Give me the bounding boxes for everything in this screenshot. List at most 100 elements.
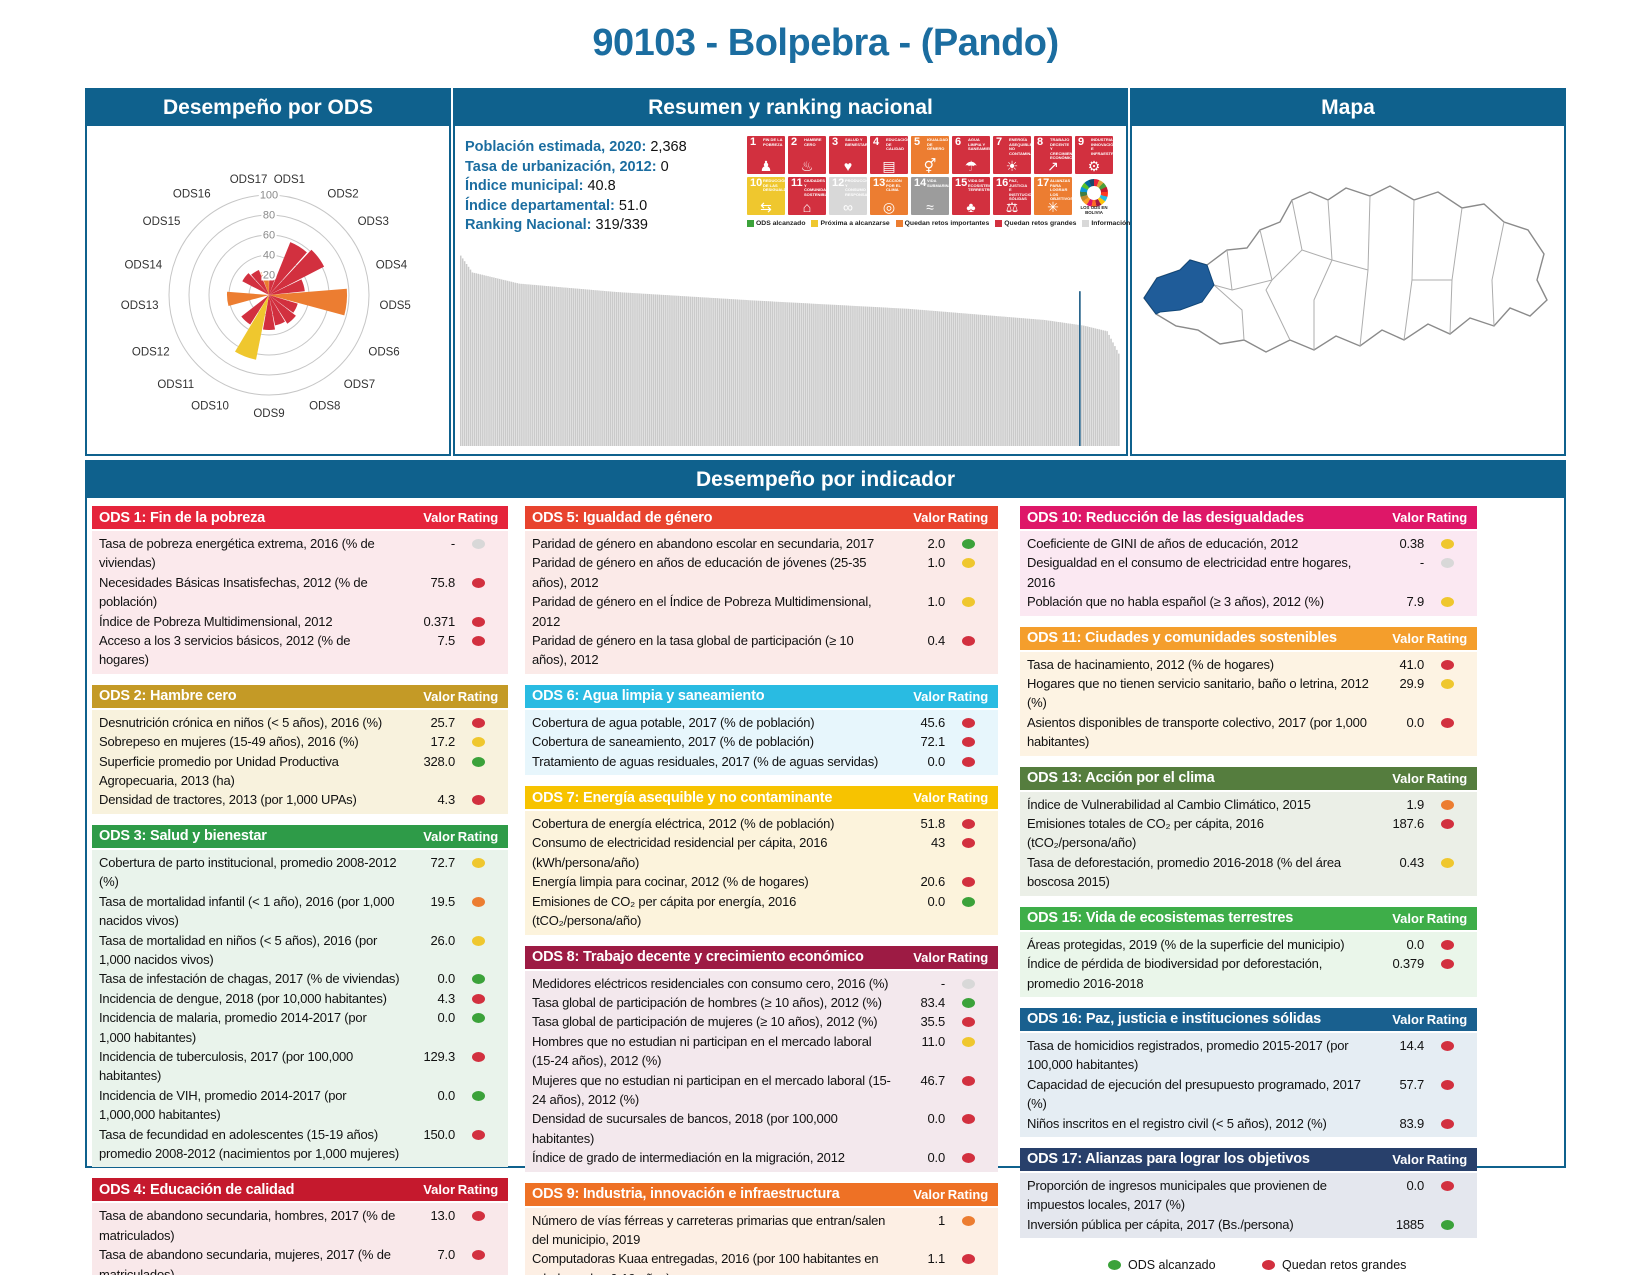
ods-table-header-cols: Valor Rating (401, 829, 501, 844)
rating-dot (1440, 558, 1454, 569)
tile-legend-item: ODS alcanzado (747, 220, 805, 227)
indicator-row: Índice de grado de intermediación en la … (525, 1148, 998, 1167)
indicator-label: Índice de Pobreza Multidimensional, 2012 (99, 613, 333, 629)
sdg-tile-number: 16 (996, 177, 1009, 189)
sdg-tile-name: Ciudades y comunidades sostenibles (804, 178, 826, 197)
panel-ods-title: Desempeño por ODS (87, 90, 449, 126)
rating-dot (1440, 959, 1454, 970)
indicator-value: 17.2 (430, 734, 455, 750)
valor-column-header: Valor (423, 688, 455, 704)
ods-table-body: Tasa de abandono secundaria, hombres, 20… (92, 1203, 508, 1275)
indicator-label: Tratamiento de aguas residuales, 2017 (%… (532, 753, 879, 769)
rating-dot (471, 935, 485, 946)
ods-table: ODS 3: Salud y bienestar Valor Rating Cober… (92, 824, 508, 1168)
ods-table-title: ODS 7: Energía asequible y no contaminan… (532, 789, 833, 806)
rating-cell (945, 1071, 991, 1086)
rating-column-header: Rating (457, 828, 499, 844)
ods-table-title: ODS 15: Vida de ecosistemas terrestres (1027, 910, 1294, 927)
rating-cell (1424, 853, 1470, 868)
indicator-row: Incidencia de dengue, 2018 (por 10,000 h… (92, 989, 508, 1008)
indicator-value: 150.0 (423, 1126, 455, 1142)
indicator-row: Densidad de tractores, 2013 (por 1,000 U… (92, 790, 508, 809)
panel-indicador-title: Desempeño por indicador (87, 462, 1564, 498)
indicator-value: 4.3 (437, 792, 456, 808)
sdg-tile-number: 11 (791, 177, 803, 189)
indicator-row: Inversión pública per cápita, 2017 (Bs./… (1020, 1215, 1477, 1234)
indicator-value: 51.8 (920, 816, 945, 832)
indicator-value: 0.0 (1406, 1177, 1425, 1193)
sdg-tile-number: 4 (873, 136, 880, 148)
indicator-value: 0.0 (437, 1087, 456, 1103)
indicator-value: - (940, 975, 945, 991)
valor-column-header: Valor (913, 688, 945, 704)
panel-mapa-title: Mapa (1132, 90, 1564, 126)
rating-dot (961, 636, 975, 647)
svg-text:100: 100 (260, 190, 278, 202)
sdg-tile-icon: ♨ (800, 158, 814, 174)
svg-text:ODS1: ODS1 (274, 174, 305, 186)
sdg-tile-icon: ☀ (1005, 158, 1019, 174)
valor-column-header: Valor (1392, 1011, 1424, 1027)
indicator-row: Cobertura de parto institucional, promed… (92, 853, 508, 892)
tile-legend-label: Quedan retos importantes (904, 220, 990, 227)
sdg-tile-6: 6 Agua limpia y saneamiento ☂ (952, 136, 990, 174)
rating-cell (945, 534, 991, 549)
ods-table-header: ODS 4: Educación de calidad Valor Rating (92, 1178, 508, 1202)
indicator-label: Computadoras Kuaa entregadas, 2016 (por … (532, 1251, 879, 1275)
indicator-label: Tasa de hacinamiento, 2012 (% de hogares… (1027, 656, 1274, 672)
indicator-row: Emisiones de CO₂ per cápita por energía,… (525, 892, 998, 931)
rating-cell (455, 989, 501, 1004)
rating-dot (471, 737, 485, 748)
sdg-tile-name: Energía asequible no contaminante (1009, 137, 1031, 156)
sdg-tile-number: 17 (1037, 177, 1050, 189)
rating-dot (1440, 1180, 1454, 1191)
indicator-label: Inversión pública per cápita, 2017 (Bs./… (1027, 1216, 1294, 1232)
sdg-tile-icon: ✳ (1047, 199, 1059, 215)
indicator-value: 1885 (1395, 1216, 1424, 1232)
stat-label: Índice municipal: (465, 178, 588, 194)
indicator-label: Índice de Vulnerabilidad al Cambio Climá… (1027, 796, 1311, 812)
stat-label: Población estimada, 2020: (465, 139, 651, 155)
indicator-label: Asientos disponibles de transporte colec… (1027, 714, 1367, 750)
indicator-row: Índice de Pobreza Multidimensional, 2012… (92, 612, 508, 631)
rating-dot (471, 896, 485, 907)
ods-table-title: ODS 3: Salud y bienestar (99, 828, 267, 845)
rating-dot (1440, 539, 1454, 549)
rating-dot (1440, 1079, 1454, 1090)
valor-column-header: Valor (423, 828, 455, 844)
sdg-tile-icon: ⌂ (802, 199, 812, 215)
sdg-tile-name: Igualdad de género (927, 137, 949, 152)
ods-table: ODS 17: Alianzas para lograr los objetiv… (1020, 1147, 1477, 1239)
rating-dot (961, 978, 975, 989)
indicator-value: 0.38 (1399, 536, 1424, 551)
rating-cell (1424, 674, 1470, 690)
indicator-label: Cobertura de parto institucional, promed… (99, 854, 397, 890)
indicator-label: Población que no habla español (≥ 3 años… (1027, 594, 1324, 610)
indicator-label: Tasa de mortalidad en niños (< 5 años), … (99, 932, 378, 967)
sdg-tile-legend: ODS alcanzado Próxima a alcanzarse Quedan … (747, 220, 1222, 227)
rating-cell (1424, 795, 1470, 810)
rating-dot (471, 616, 485, 627)
indicator-value: 26.0 (430, 932, 455, 948)
ods-rose-chart: 20 40 60 80 100 ODS1 ODS2 ODS3 ODS4 ODS5 ODS6 ODS7 O… (87, 127, 449, 453)
sdg-tile-number: 14 (914, 177, 927, 189)
rating-dot (961, 737, 975, 748)
rating-cell (945, 1032, 991, 1047)
indicator-label: Desigualdad en el consumo de electricida… (1027, 555, 1352, 590)
sdg-tile-8: 8 Trabajo decente y crecimiento económico… (1034, 136, 1072, 174)
sdg-tile-icon: ♟ (759, 158, 773, 174)
ods-table-body: Paridad de género en abandono escolar en… (525, 531, 998, 674)
status-legend-label: Quedan retos grandes (1282, 1258, 1407, 1273)
indicator-row: Incidencia de tuberculosis, 2017 (por 10… (92, 1047, 508, 1086)
stat-label: Ranking Nacional: (465, 217, 596, 233)
svg-text:ODS15: ODS15 (143, 216, 181, 228)
valor-column-header: Valor (1392, 630, 1424, 646)
ods-table-header: ODS 5: Igualdad de género Valor Rating (525, 506, 998, 529)
rating-dot (1440, 679, 1454, 690)
indicator-value: 0.371 (423, 613, 455, 629)
indicator-row: Tasa de pobreza energética extrema, 2016… (92, 534, 508, 573)
indicator-value: 75.8 (430, 574, 455, 590)
rating-dot (961, 717, 975, 728)
indicator-row: Índice de Vulnerabilidad al Cambio Climá… (1020, 795, 1477, 814)
